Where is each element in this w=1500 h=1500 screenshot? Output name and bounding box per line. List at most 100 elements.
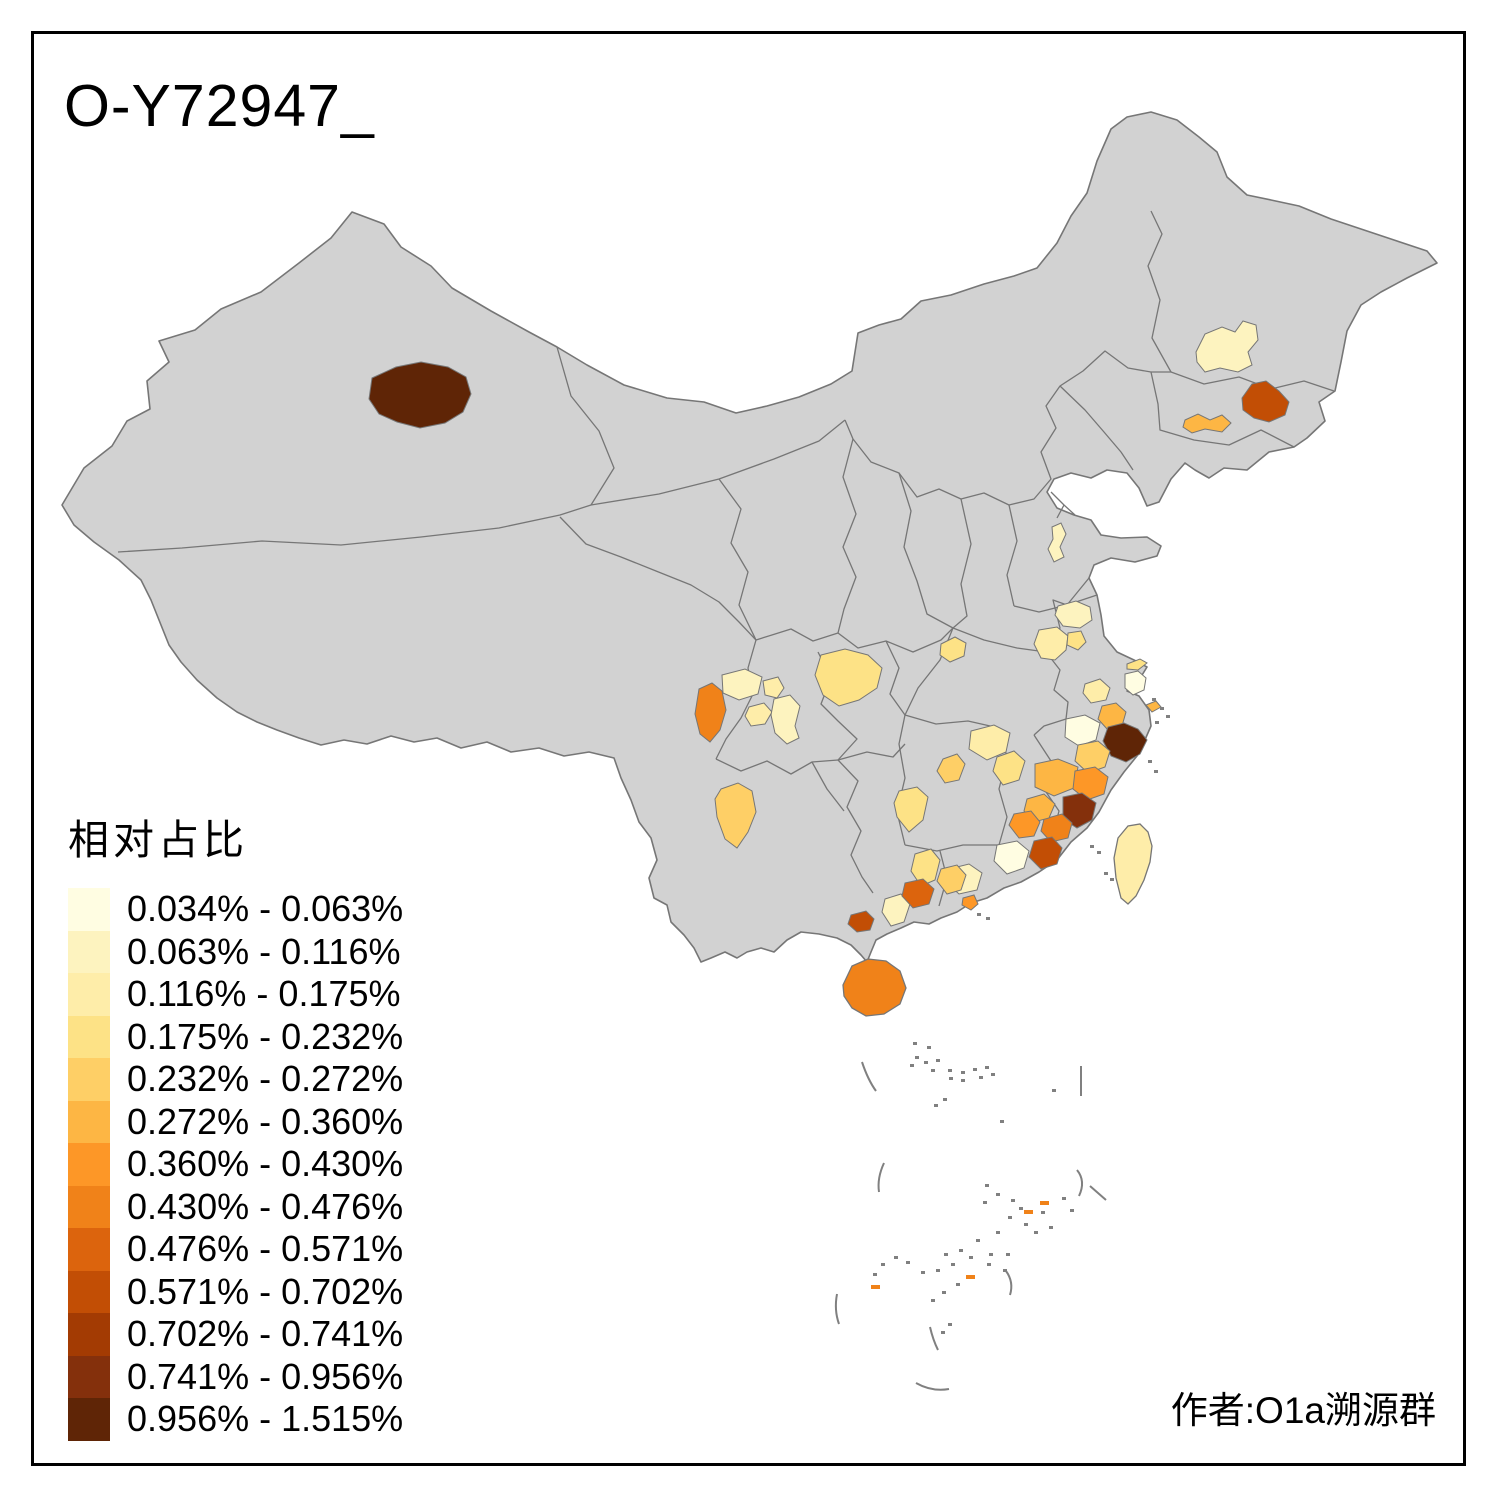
legend-swatch: [68, 1313, 110, 1356]
islet-speck: [983, 1201, 987, 1204]
islet-speck: [942, 1291, 946, 1294]
choropleth-region-region-20: [1040, 813, 1073, 843]
legend-row: 0.360% - 0.430%: [68, 1143, 403, 1186]
islet-speck: [1000, 1120, 1004, 1123]
choropleth-region-region-34: [847, 910, 875, 933]
islet-speck: [936, 1059, 940, 1062]
legend-swatch: [68, 1398, 110, 1441]
legend-label: 0.430% - 0.476%: [127, 1185, 404, 1227]
choropleth-region-region-06: [1054, 600, 1093, 629]
colored-islet-speck: [1024, 1210, 1033, 1214]
choropleth-region-region-41: [814, 648, 883, 707]
legend-swatch: [68, 888, 110, 931]
boundary-dash: [915, 1382, 950, 1391]
choropleth-region-region-12: [1082, 678, 1111, 704]
attribution: 作者:O1a溯源群: [1170, 1390, 1436, 1431]
colored-islets: [871, 1201, 1049, 1289]
legend-row: 0.272% - 0.360%: [68, 1100, 404, 1143]
legend-label: 0.272% - 0.360%: [127, 1100, 404, 1142]
legend-label: 0.116% - 0.175%: [127, 973, 401, 1015]
choropleth-region-region-36: [694, 682, 727, 743]
islet-speck: [910, 1064, 914, 1067]
choropleth-region-region-38: [762, 676, 785, 699]
islet-speck: [1104, 872, 1108, 875]
legend-row: 0.175% - 0.232%: [68, 1015, 404, 1058]
choropleth-regions: [368, 320, 1290, 933]
legend-title: 相对占比: [68, 817, 248, 863]
islet-speck: [1008, 1216, 1012, 1219]
islet-speck: [996, 1193, 1000, 1196]
boundary-dash: [929, 1326, 939, 1351]
islet-speck: [1097, 851, 1101, 854]
legend-swatch: [68, 930, 110, 973]
legend-label: 0.034% - 0.063%: [127, 888, 404, 930]
legend: 相对占比 0.034% - 0.063% 0.063% - 0.116% 0.116…: [68, 806, 403, 1441]
legend-swatch: [68, 1015, 110, 1058]
islet-speck: [1070, 1209, 1074, 1212]
islet-speck: [1019, 1207, 1023, 1210]
legend-row: 0.034% - 0.063%: [68, 888, 403, 931]
legend-label: 0.360% - 0.430%: [127, 1143, 404, 1185]
legend-label: 0.741% - 0.956%: [127, 1355, 404, 1397]
legend-swatch: [68, 1143, 110, 1186]
legend-row: 0.476% - 0.571%: [68, 1228, 403, 1271]
islet-speck: [881, 1263, 885, 1266]
choropleth-region-region-28: [992, 750, 1026, 786]
islet-speck: [894, 1256, 898, 1259]
islet-speck: [969, 1256, 973, 1259]
islet-speck: [973, 1068, 977, 1071]
choropleth-region-region-04: [1182, 413, 1232, 434]
colored-islet-speck: [871, 1285, 880, 1289]
choropleth-region-region-33: [901, 878, 935, 909]
islet-speck: [921, 1271, 925, 1274]
choropleth-region-region-29: [936, 753, 966, 784]
islet-speck: [948, 1323, 952, 1326]
legend-label: 0.571% - 0.702%: [127, 1270, 404, 1312]
legend-row: 0.430% - 0.476%: [68, 1185, 404, 1228]
islet-speck: [1166, 715, 1170, 718]
islet-speck: [948, 1069, 952, 1072]
islet-speck: [941, 1331, 945, 1334]
choropleth-region-region-32: [881, 893, 911, 927]
islet-speck: [961, 1079, 965, 1082]
legend-row: 0.741% - 0.956%: [68, 1355, 404, 1398]
islet-speck: [1011, 1199, 1015, 1202]
choropleth-region-region-23: [1028, 836, 1063, 870]
islet-speck: [1155, 721, 1159, 724]
islet-speck: [924, 1061, 928, 1064]
islet-speck: [976, 1239, 980, 1242]
boundary-dash: [1089, 1185, 1107, 1201]
choropleth-region-region-14: [1064, 714, 1101, 747]
colored-islet-speck: [966, 1275, 975, 1279]
islet-speck: [961, 1071, 965, 1074]
legend-label: 0.175% - 0.232%: [127, 1015, 404, 1057]
choropleth-region-region-30: [893, 786, 929, 833]
choropleth-region-region-39: [744, 702, 773, 727]
islet-speck: [1024, 1223, 1028, 1226]
choropleth-region-region-24: [993, 840, 1030, 875]
colored-islet-speck: [1040, 1201, 1049, 1205]
choropleth-region-region-08: [1066, 630, 1087, 651]
legend-swatch: [68, 1228, 110, 1271]
boundary-dash: [877, 1162, 885, 1193]
south-china-sea-islands: [873, 698, 1170, 1334]
legend-swatch: [68, 973, 110, 1016]
legend-row: 0.232% - 0.272%: [68, 1058, 403, 1101]
islet-speck: [934, 1104, 938, 1107]
islet-speck: [906, 1261, 910, 1264]
islet-speck: [1062, 1197, 1066, 1200]
islet-speck: [1160, 707, 1164, 710]
boundary-dash: [1076, 1169, 1083, 1197]
legend-row: 0.956% - 1.515%: [68, 1398, 403, 1441]
islet-speck: [959, 1249, 963, 1252]
islet-speck: [1052, 1089, 1056, 1092]
choropleth-region-region-31: [936, 864, 967, 895]
islet-speck: [1148, 760, 1152, 763]
islet-speck: [985, 1066, 989, 1069]
legend-swatch: [68, 1355, 110, 1398]
legend-swatch: [68, 1058, 110, 1101]
islet-speck: [979, 1076, 983, 1079]
legend-rows: 0.034% - 0.063% 0.063% - 0.116% 0.116% - 0…: [68, 888, 403, 1441]
